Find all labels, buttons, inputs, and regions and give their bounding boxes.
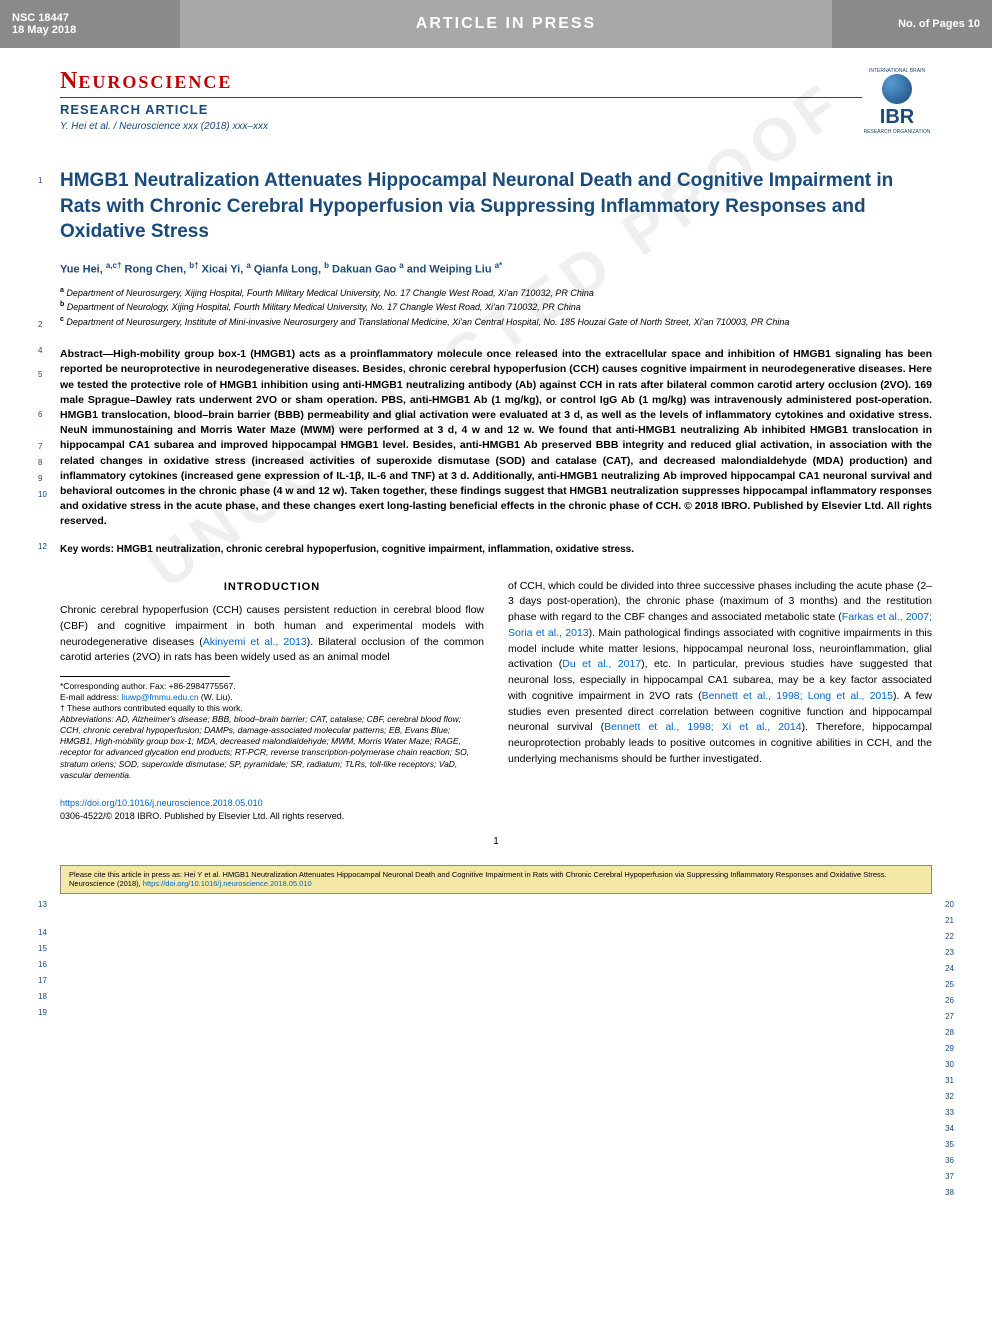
right-column: of CCH, which could be divided into thre… [508, 579, 932, 824]
line-number: 18 [38, 992, 47, 1001]
email-link[interactable]: liuwp@fmmu.edu.cn [121, 692, 198, 702]
line-number: 2 [38, 320, 42, 329]
line-number: 20 [945, 900, 954, 909]
article-title: HMGB1 Neutralization Attenuates Hippocam… [60, 168, 932, 245]
header-left-block: NSC 18447 18 May 2018 [0, 0, 180, 48]
line-number: 30 [945, 1060, 954, 1069]
corresponding-author: *Corresponding author. Fax: +86-29847755… [60, 681, 484, 692]
proof-date: 18 May 2018 [12, 24, 168, 36]
footnotes: *Corresponding author. Fax: +86-29847755… [60, 681, 484, 780]
line-number: 31 [945, 1076, 954, 1085]
abstract: Abstract—High-mobility group box-1 (HMGB… [60, 347, 932, 530]
journal-header: NEUROSCIENCE RESEARCH ARTICLE Y. Hei et … [60, 68, 932, 162]
line-number: 1 [38, 176, 42, 185]
line-number: 23 [945, 948, 954, 957]
line-number: 33 [945, 1108, 954, 1117]
nsc-number: NSC 18447 [12, 12, 168, 24]
line-number: 28 [945, 1028, 954, 1037]
line-number: 22 [945, 932, 954, 941]
doi-block: https://doi.org/10.1016/j.neuroscience.2… [60, 797, 484, 824]
left-column: INTRODUCTION Chronic cerebral hypoperfus… [60, 579, 484, 824]
line-number: 14 [38, 928, 47, 937]
author-list: Yue Hei, a,c† Rong Chen, b† Xicai Yi, a … [60, 261, 932, 276]
intro-text-left: Chronic cerebral hypoperfusion (CCH) cau… [60, 603, 484, 666]
page-count: No. of Pages 10 [832, 0, 992, 48]
line-number: 36 [945, 1156, 954, 1165]
line-number: 10 [38, 490, 47, 499]
line-number: 24 [945, 964, 954, 973]
line-number: 6 [38, 410, 42, 419]
line-number: 8 [38, 458, 42, 467]
intro-heading: INTRODUCTION [60, 579, 484, 596]
citation-box: Please cite this article in press as: He… [60, 865, 932, 895]
line-number: 17 [38, 976, 47, 985]
line-number: 29 [945, 1044, 954, 1053]
line-number: 38 [945, 1188, 954, 1197]
doi-link[interactable]: https://doi.org/10.1016/j.neuroscience.2… [60, 797, 484, 811]
article-type: RESEARCH ARTICLE [60, 102, 862, 117]
line-number: 16 [38, 960, 47, 969]
line-number: 7 [38, 442, 42, 451]
running-citation: Y. Hei et al. / Neuroscience xxx (2018) … [60, 121, 862, 132]
line-number: 37 [945, 1172, 954, 1181]
line-number: 15 [38, 944, 47, 953]
line-number: 27 [945, 1012, 954, 1021]
line-number: 34 [945, 1124, 954, 1133]
globe-icon [882, 74, 912, 104]
body-columns: INTRODUCTION Chronic cerebral hypoperfus… [60, 579, 932, 824]
line-number: 19 [38, 1008, 47, 1017]
line-number: 9 [38, 474, 42, 483]
email-line: E-mail address: liuwp@fmmu.edu.cn (W. Li… [60, 692, 484, 703]
affiliation-a: Department of Neurosurgery, Xijing Hospi… [66, 288, 593, 298]
proof-header: NSC 18447 18 May 2018 ARTICLE IN PRESS N… [0, 0, 992, 48]
line-number: 5 [38, 370, 42, 379]
journal-title: NEUROSCIENCE [60, 68, 862, 95]
keywords: Key words: HMGB1 neutralization, chronic… [60, 544, 932, 555]
ibro-logo: INTERNATIONAL BRAIN IBR RESEARCH ORGANIZ… [862, 68, 932, 118]
page-number: 1 [60, 836, 932, 847]
line-number: 26 [945, 996, 954, 1005]
line-number: 4 [38, 346, 42, 355]
equal-contribution: † These authors contributed equally to t… [60, 703, 484, 714]
line-number: 13 [38, 900, 47, 909]
affiliation-b: Department of Neurology, Xijing Hospital… [67, 302, 581, 312]
line-number: 12 [38, 542, 47, 551]
article-in-press-banner: ARTICLE IN PRESS [180, 0, 832, 48]
affiliation-c: Department of Neurosurgery, Institute of… [66, 317, 789, 327]
copyright-line: 0306-4522/© 2018 IBRO. Published by Else… [60, 810, 484, 824]
affiliations: a Department of Neurosurgery, Xijing Hos… [60, 286, 932, 330]
line-number: 32 [945, 1092, 954, 1101]
page-content: 12456789101213141516171819 2021222324252… [0, 48, 992, 857]
abbreviations: Abbreviations: AD, Alzheimer's disease; … [60, 714, 484, 780]
intro-text-right: of CCH, which could be divided into thre… [508, 579, 932, 768]
line-number: 35 [945, 1140, 954, 1149]
line-number: 25 [945, 980, 954, 989]
line-number: 21 [945, 916, 954, 925]
